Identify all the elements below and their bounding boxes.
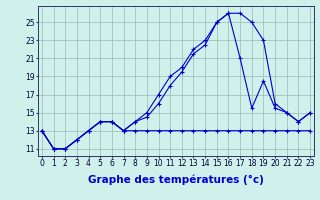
X-axis label: Graphe des températures (°c): Graphe des températures (°c) [88, 174, 264, 185]
